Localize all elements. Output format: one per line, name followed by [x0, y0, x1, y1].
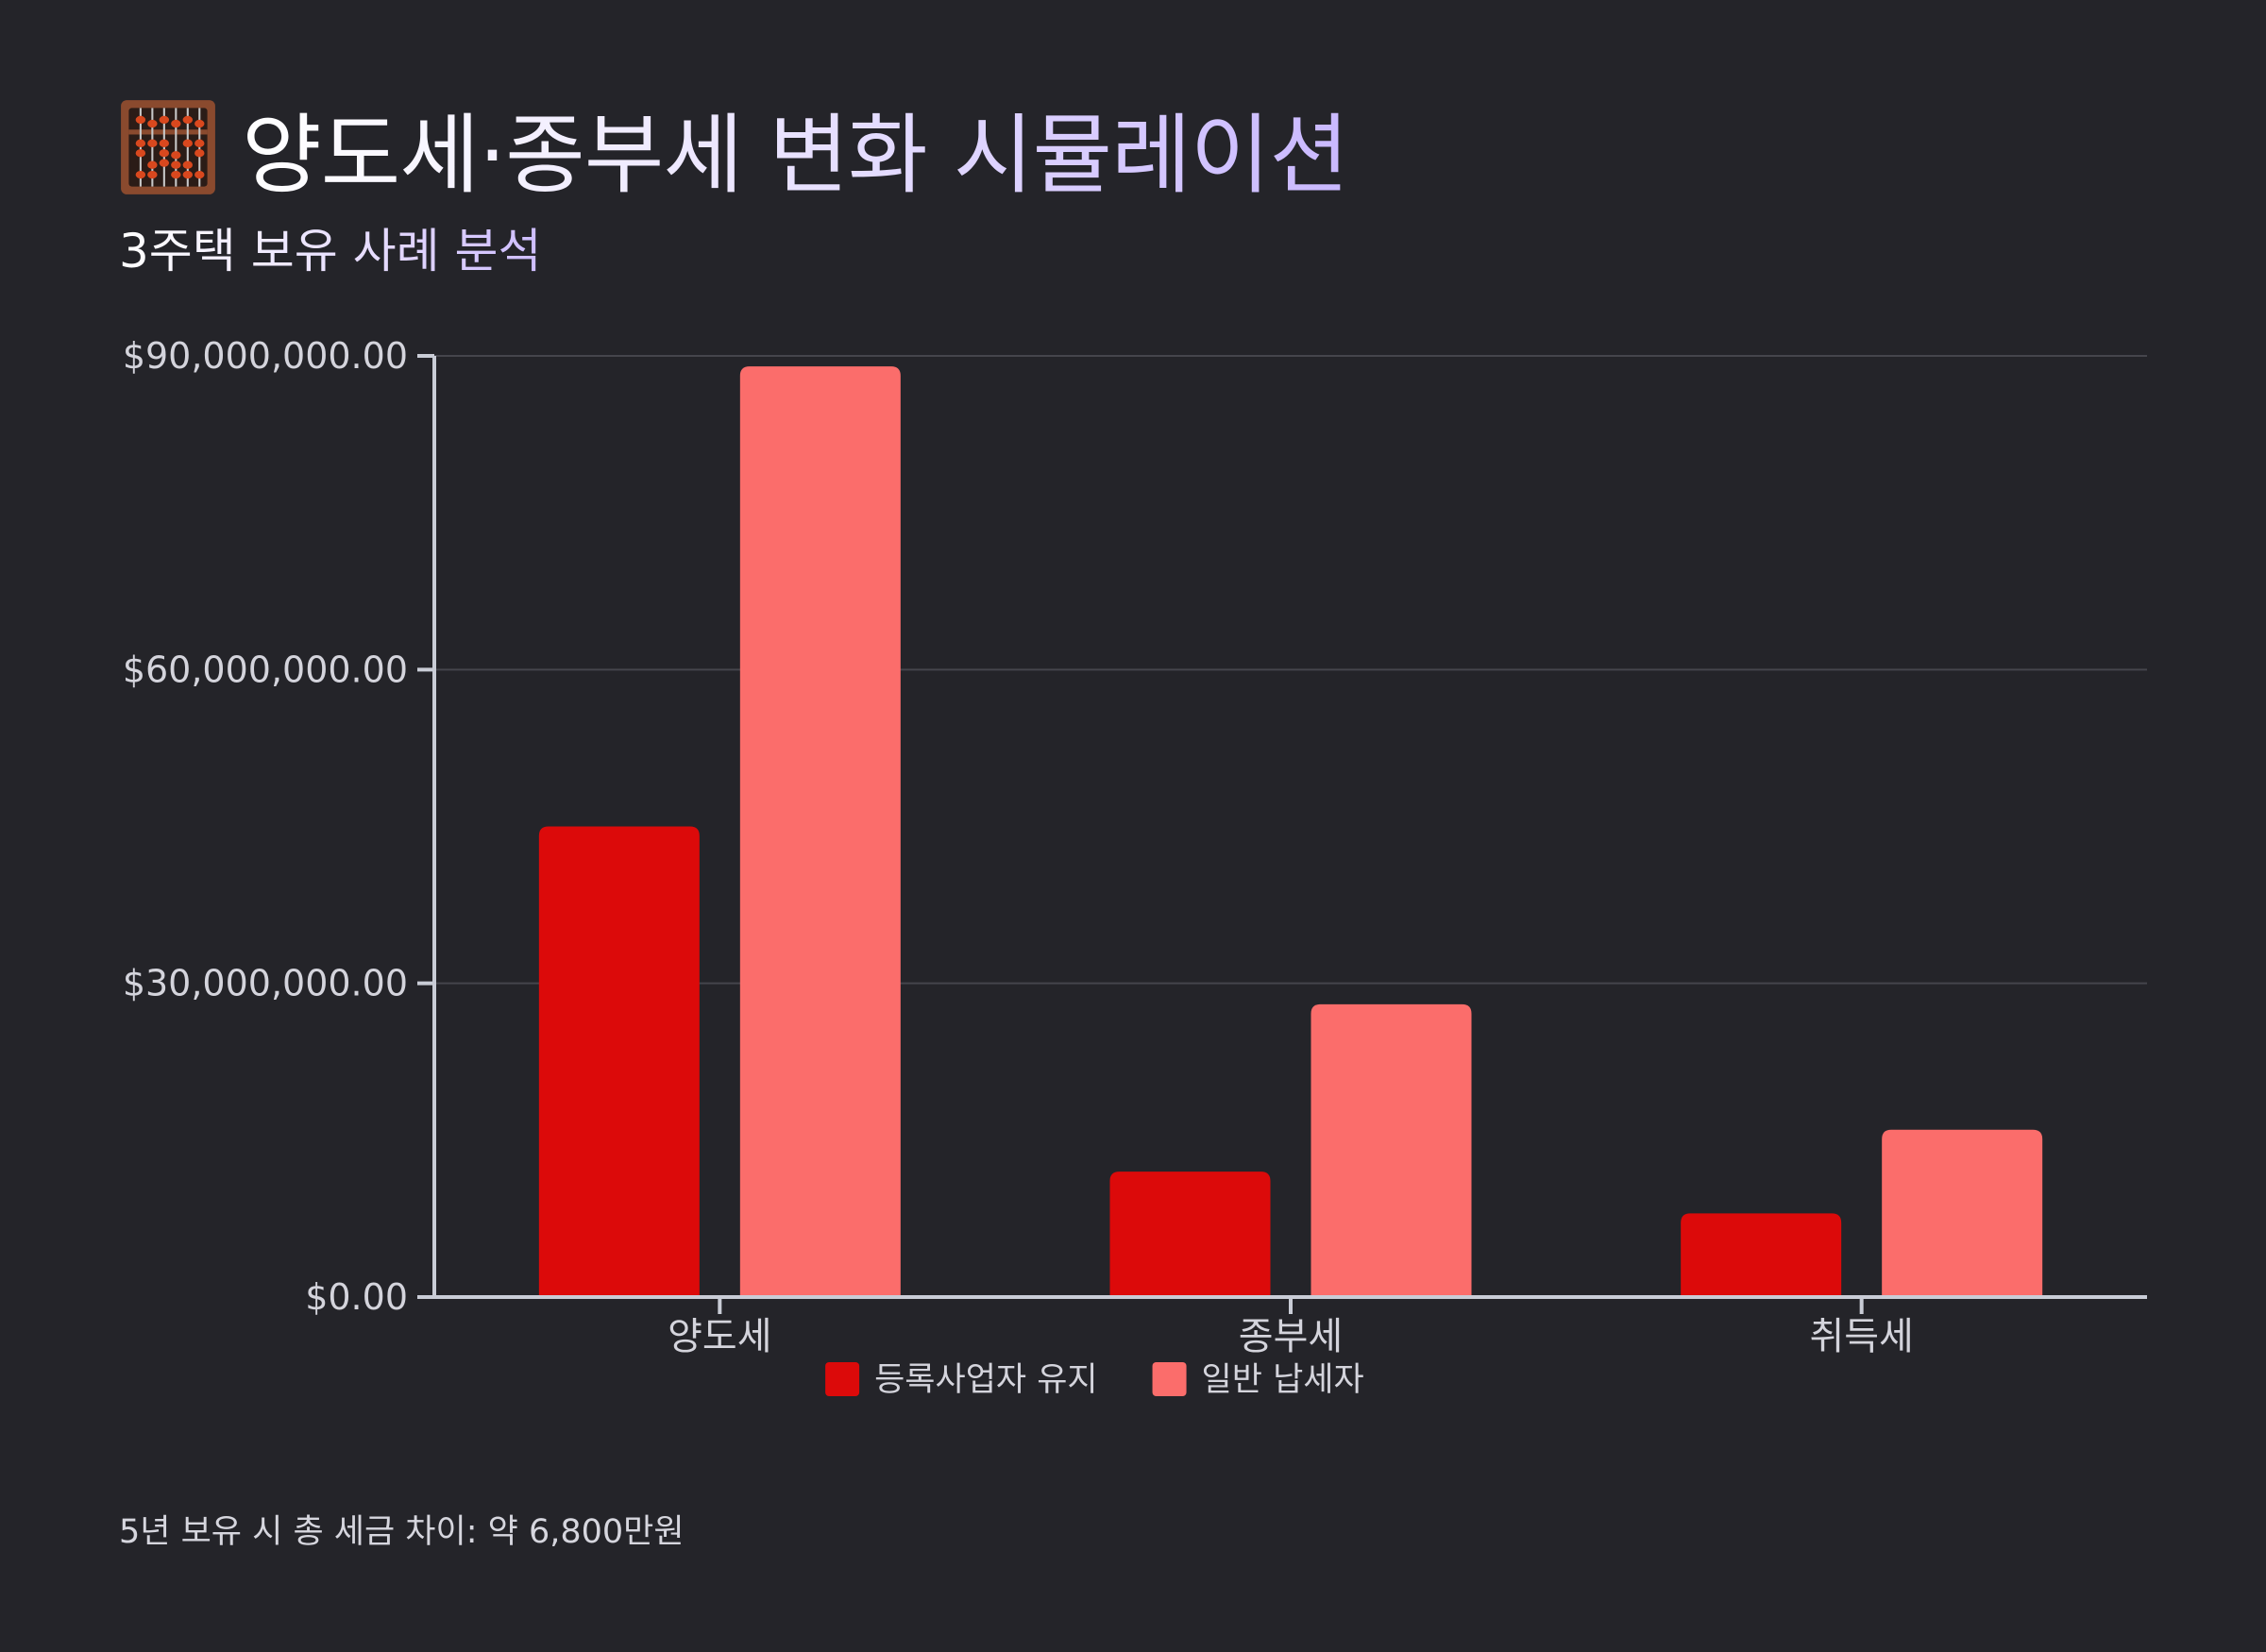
abacus-icon	[121, 100, 215, 194]
x-tick-label: 양도세	[668, 1315, 771, 1358]
page-title: 양도세·종부세 변화 시뮬레이션	[242, 85, 1349, 211]
y-tick-label: $30,000,000.00	[123, 963, 408, 1004]
page-subtitle: 3주택 보유 사례 분석	[119, 213, 542, 281]
y-tick-label: $60,000,000.00	[123, 649, 408, 690]
bar-general-2	[1311, 1003, 1472, 1297]
legend-label: 일반 납세자	[1202, 1361, 1364, 1399]
y-tick-label: $90,000,000.00	[123, 335, 408, 377]
title-row: 양도세·종부세 변화 시뮬레이션	[119, 85, 1349, 211]
bar-general-1	[739, 366, 901, 1298]
bar-registered-1	[538, 826, 700, 1297]
legend-swatch	[825, 1362, 860, 1396]
x-tick-label: 취득세	[1809, 1315, 1913, 1358]
x-tick-label: 종부세	[1239, 1315, 1343, 1358]
y-tick-label: $0.00	[305, 1276, 408, 1318]
footnote: 5년 보유 시 총 세금 차이: 약 6,800만원	[119, 1513, 685, 1551]
bar-registered-2	[1109, 1172, 1271, 1297]
legend-label: 등록사업자 유지	[874, 1361, 1098, 1399]
bar-general-3	[1882, 1129, 2043, 1297]
bar-registered-3	[1681, 1213, 1842, 1297]
legend-swatch	[1152, 1362, 1187, 1396]
